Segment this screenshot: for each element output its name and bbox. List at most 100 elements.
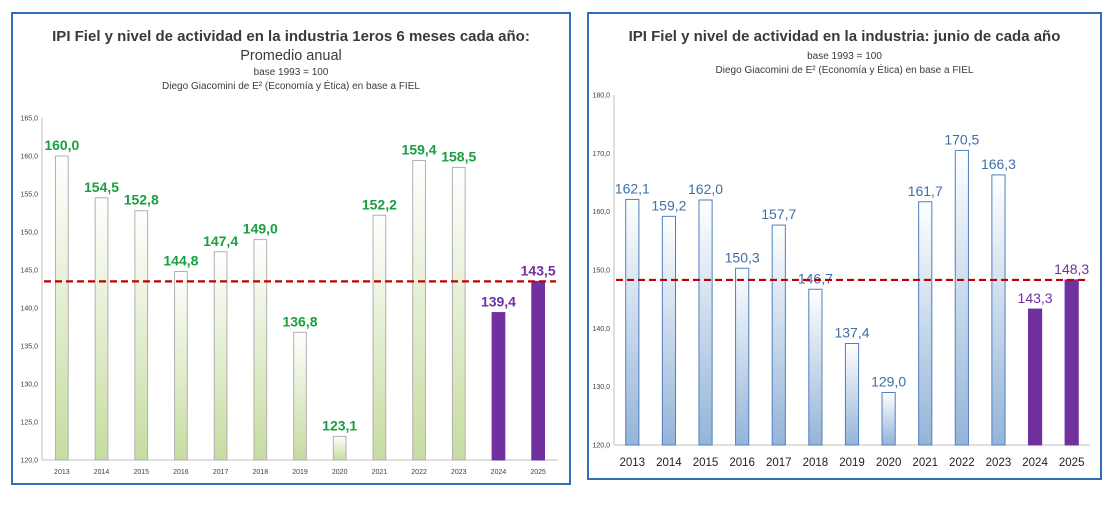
left-bar-2018: [253, 239, 268, 461]
left-bar-2022: [412, 160, 426, 461]
left-value-label-2024: 139,4: [481, 294, 516, 310]
left-bar-2021: [372, 214, 387, 461]
left-y-tick-label: 150,0: [20, 230, 38, 237]
left-value-label-2022: 159,4: [402, 142, 437, 158]
left-chart-titles: IPI Fiel y nivel de actividad en la indu…: [13, 28, 569, 92]
right-bar-2017: [771, 224, 786, 446]
left-value-label-2020: 123,1: [322, 417, 357, 433]
left-value-label-2023: 158,5: [441, 148, 476, 164]
left-value-label-2019: 136,8: [282, 313, 317, 329]
left-value-label-2013: 160,0: [44, 137, 79, 153]
left-x-tick-label: 2024: [491, 469, 507, 476]
right-bar-2018: [808, 288, 823, 446]
right-x-tick-label: 2022: [949, 457, 975, 469]
right-bar-2015: [698, 199, 713, 446]
right-chart-titles: IPI Fiel y nivel de actividad en la indu…: [589, 28, 1100, 76]
left-y-tick-label: 160,0: [20, 154, 38, 161]
right-x-tick-label: 2019: [839, 457, 865, 469]
right-chart-title: IPI Fiel y nivel de actividad en la indu…: [628, 28, 1061, 45]
left-value-label-2018: 149,0: [243, 221, 278, 237]
left-chart-credit: Diego Giacomini de E² (Economía y Ética)…: [162, 81, 420, 92]
right-bar-2016: [735, 267, 750, 446]
left-bar-2020: [332, 435, 347, 461]
right-value-label-2022: 170,5: [944, 131, 979, 147]
left-x-tick-label: 2017: [213, 469, 229, 476]
right-chart-panel: IPI Fiel y nivel de actividad en la indu…: [587, 12, 1102, 480]
left-value-label-2021: 152,2: [362, 196, 397, 212]
right-y-tick-label: 180,0: [592, 93, 610, 100]
right-x-tick-label: 2016: [729, 457, 755, 469]
left-y-tick-label: 145,0: [20, 268, 38, 275]
left-bar-2014: [94, 197, 109, 461]
right-bar-2014: [661, 215, 677, 446]
right-y-tick-label: 150,0: [592, 268, 610, 275]
right-y-tick-label: 130,0: [592, 384, 610, 391]
left-value-label-2015: 152,8: [124, 192, 159, 208]
left-chart-panel: IPI Fiel y nivel de actividad en la indu…: [11, 12, 571, 485]
left-x-tick-label: 2013: [54, 469, 70, 476]
left-x-tick-label: 2016: [173, 469, 189, 476]
right-value-label-2019: 137,4: [834, 325, 869, 341]
right-bar-2013: [625, 198, 640, 446]
left-bar-2013: [54, 155, 69, 461]
left-y-tick-label: 130,0: [20, 382, 38, 389]
left-bar-2024: [491, 312, 506, 461]
right-x-tick-label: 2025: [1059, 457, 1085, 469]
left-bar-2015: [134, 210, 149, 461]
right-x-tick-label: 2017: [766, 457, 792, 469]
right-x-tick-label: 2014: [656, 457, 682, 469]
left-x-tick-label: 2018: [253, 469, 269, 476]
right-x-tick-label: 2024: [1022, 457, 1048, 469]
right-value-label-2021: 161,7: [908, 183, 943, 199]
left-bar-2016: [174, 271, 188, 461]
left-x-tick-label: 2025: [530, 469, 546, 476]
right-x-tick-label: 2013: [620, 457, 646, 469]
left-value-label-2017: 147,4: [203, 233, 238, 249]
left-chart-base: base 1993 = 100: [253, 67, 329, 78]
right-value-label-2017: 157,7: [761, 206, 796, 222]
right-value-label-2024: 143,3: [1018, 290, 1053, 306]
left-value-label-2025: 143,5: [521, 262, 556, 278]
right-bar-chart: 120,0 130,0 140,0 150,0 160,0 170,0 180,0 162,1…: [592, 93, 1090, 469]
right-bar-2025: [1064, 279, 1079, 446]
right-x-tick-label: 2020: [876, 457, 902, 469]
right-chart-credit: Diego Giacomini de E² (Economía y Ética)…: [715, 65, 974, 76]
left-y-tick-label: 120,0: [20, 458, 38, 465]
right-bar-2020: [881, 392, 896, 446]
left-bar-chart: 120,0 125,0 130,0 135,0 140,0 145,0 150,0 155,0…: [20, 116, 558, 476]
right-y-tick-label: 120,0: [592, 443, 610, 450]
right-value-label-2020: 129,0: [871, 374, 906, 390]
right-y-tick-label: 170,0: [592, 151, 610, 158]
right-chart-base: base 1993 = 100: [807, 51, 882, 62]
right-value-label-2015: 162,0: [688, 181, 723, 197]
left-bar-2019: [293, 331, 307, 461]
left-x-tick-label: 2023: [451, 469, 467, 476]
left-bar-2025: [531, 280, 546, 461]
left-x-tick-label: 2019: [292, 469, 308, 476]
right-bar-2023: [991, 174, 1006, 446]
right-bar-2022: [954, 149, 969, 446]
right-x-tick-label: 2023: [986, 457, 1012, 469]
right-value-label-2014: 159,2: [651, 197, 686, 213]
right-x-tick-label: 2021: [912, 457, 938, 469]
left-x-tick-label: 2014: [94, 469, 110, 476]
left-x-tick-label: 2020: [332, 469, 348, 476]
left-y-tick-label: 165,0: [20, 116, 38, 123]
right-y-tick-label: 160,0: [592, 209, 610, 216]
left-value-label-2016: 144,8: [163, 253, 198, 269]
left-x-tick-label: 2015: [133, 469, 149, 476]
right-value-label-2018: 146,7: [798, 270, 833, 286]
right-value-label-2013: 162,1: [615, 180, 650, 196]
left-x-tick-label: 2022: [411, 469, 427, 476]
left-value-label-2014: 154,5: [84, 179, 119, 195]
left-bar-2017: [213, 251, 228, 461]
left-y-tick-label: 140,0: [20, 306, 38, 313]
right-y-tick-label: 140,0: [592, 326, 610, 333]
left-chart-subtitle: Promedio anual: [240, 48, 342, 64]
right-value-label-2025: 148,3: [1054, 261, 1089, 277]
left-y-tick-label: 135,0: [20, 344, 38, 351]
left-x-tick-label: 2021: [372, 469, 388, 476]
left-y-tick-label: 155,0: [20, 192, 38, 199]
left-y-tick-label: 125,0: [20, 420, 38, 427]
left-bar-2023: [451, 166, 466, 461]
